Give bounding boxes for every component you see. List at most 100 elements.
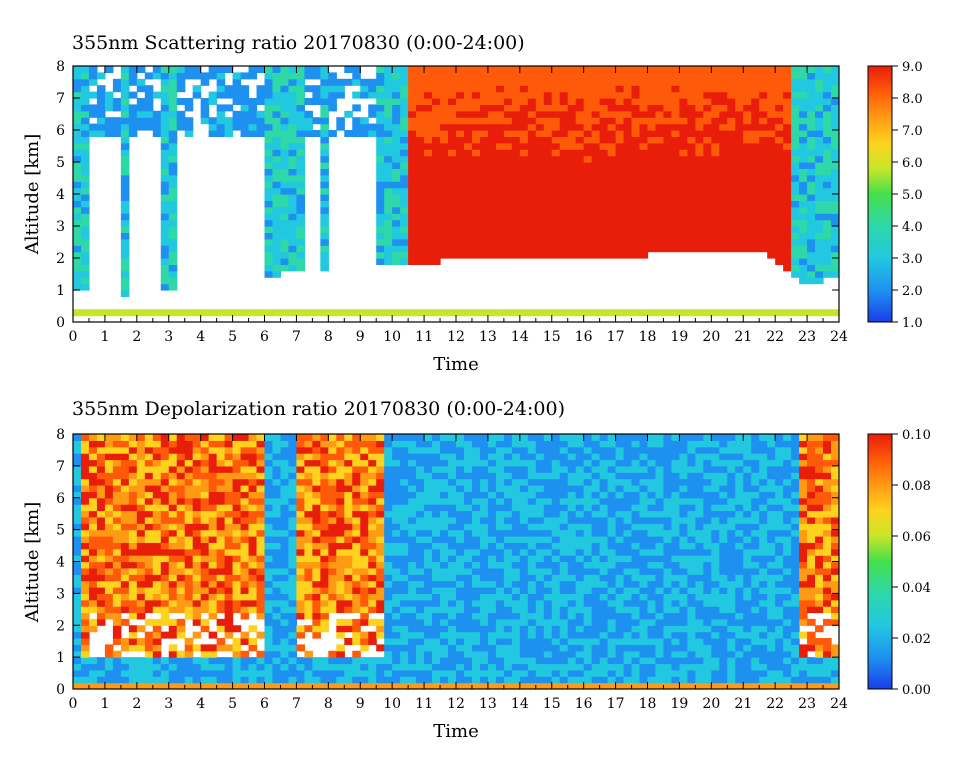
heatmap-cell xyxy=(160,561,170,569)
heatmap-cell xyxy=(471,491,481,499)
chart-title-scattering: 355nm Scattering ratio 20170830 (0:00-24… xyxy=(72,32,525,54)
heatmap-cell xyxy=(703,219,712,227)
heatmap-cell xyxy=(400,162,409,169)
heatmap-cell xyxy=(120,213,130,221)
heatmap-cell xyxy=(783,142,792,150)
heatmap-cell xyxy=(767,245,776,253)
heatmap-cell xyxy=(80,130,90,137)
heatmap-cell xyxy=(80,213,90,221)
heatmap-cell xyxy=(272,194,282,201)
heatmap-cell xyxy=(400,638,409,645)
heatmap-cell xyxy=(535,574,545,582)
heatmap-cell xyxy=(583,219,593,227)
heatmap-cell xyxy=(128,638,138,645)
heatmap-cell xyxy=(487,104,497,112)
heatmap-cell xyxy=(647,181,657,189)
heatmap-cell xyxy=(559,219,569,227)
heatmap-cell xyxy=(240,561,250,569)
heatmap-cell xyxy=(448,631,457,639)
heatmap-cell xyxy=(567,110,577,118)
heatmap-cell xyxy=(440,206,449,214)
heatmap-cell xyxy=(424,123,433,131)
heatmap-cell xyxy=(416,523,425,531)
heatmap-cell xyxy=(559,536,569,543)
heatmap-cell xyxy=(511,618,521,626)
heatmap-cell xyxy=(511,542,521,550)
heatmap-cell xyxy=(647,168,657,176)
heatmap-cell xyxy=(607,168,617,176)
heatmap-cell xyxy=(503,567,513,575)
heatmap-cell xyxy=(152,478,162,486)
heatmap-cell xyxy=(272,618,282,626)
heatmap-cell xyxy=(424,142,433,150)
heatmap-cell xyxy=(567,580,577,588)
heatmap-cell xyxy=(392,130,401,137)
heatmap-cell xyxy=(823,72,832,80)
heatmap-cell xyxy=(73,644,82,652)
heatmap-cell xyxy=(280,66,290,73)
heatmap-cell xyxy=(304,606,313,614)
heatmap-cell xyxy=(304,434,313,441)
heatmap-cell xyxy=(152,459,162,467)
heatmap-cell xyxy=(256,465,266,473)
heatmap-cell xyxy=(352,638,361,645)
heatmap-cell xyxy=(280,446,290,454)
heatmap-cell xyxy=(224,682,234,689)
heatmap-cell xyxy=(384,650,393,658)
heatmap-cell xyxy=(112,650,122,658)
heatmap-cell xyxy=(224,606,234,614)
heatmap-cell xyxy=(471,446,481,454)
heatmap-cell xyxy=(503,194,513,201)
heatmap-cell xyxy=(791,226,800,233)
heatmap-cell xyxy=(280,618,290,626)
heatmap-cell xyxy=(128,536,138,543)
heatmap-cell xyxy=(735,130,744,137)
heatmap-cell xyxy=(320,226,329,233)
heatmap-cell xyxy=(160,612,170,620)
heatmap-cell xyxy=(823,194,832,201)
heatmap-cell xyxy=(647,110,657,118)
heatmap-cell xyxy=(88,110,98,118)
heatmap-cell xyxy=(392,682,401,689)
heatmap-cell xyxy=(400,72,409,80)
heatmap-cell xyxy=(256,676,266,684)
heatmap-cell xyxy=(416,625,425,633)
heatmap-cell xyxy=(400,561,409,569)
heatmap-cell xyxy=(136,485,146,492)
heatmap-cell xyxy=(400,650,409,658)
heatmap-cell xyxy=(112,504,122,512)
heatmap-cell xyxy=(376,580,385,588)
heatmap-cell xyxy=(639,104,649,112)
heatmap-cell xyxy=(80,123,90,131)
heatmap-cell xyxy=(727,98,736,105)
heatmap-cell xyxy=(671,232,681,240)
heatmap-cell xyxy=(304,110,313,118)
heatmap-cell xyxy=(368,682,377,689)
heatmap-cell xyxy=(511,529,521,537)
heatmap-cell xyxy=(823,155,832,163)
heatmap-cell xyxy=(424,529,433,537)
heatmap-cell xyxy=(440,194,449,201)
heatmap-cell xyxy=(128,510,138,518)
heatmap-cell xyxy=(607,130,617,137)
heatmap-cell xyxy=(272,638,282,645)
heatmap-cell xyxy=(128,465,138,473)
heatmap-cell xyxy=(456,548,465,556)
heatmap-cell xyxy=(535,85,545,93)
heatmap-cell xyxy=(583,110,593,118)
heatmap-cell xyxy=(73,283,82,291)
heatmap-cell xyxy=(671,149,681,157)
heatmap-cell xyxy=(88,574,98,582)
heatmap-cell xyxy=(535,650,545,658)
heatmap-cell xyxy=(128,555,138,563)
heatmap-cell xyxy=(647,98,657,105)
y-tick-label: 5 xyxy=(56,155,65,171)
heatmap-cell xyxy=(240,465,250,473)
heatmap-cell xyxy=(112,580,122,588)
heatmap-cell xyxy=(471,453,481,461)
heatmap-cell xyxy=(288,542,298,550)
heatmap-cell xyxy=(663,155,673,163)
heatmap-cell xyxy=(73,561,82,569)
heatmap-cell xyxy=(160,682,170,689)
heatmap-cell xyxy=(479,168,489,176)
